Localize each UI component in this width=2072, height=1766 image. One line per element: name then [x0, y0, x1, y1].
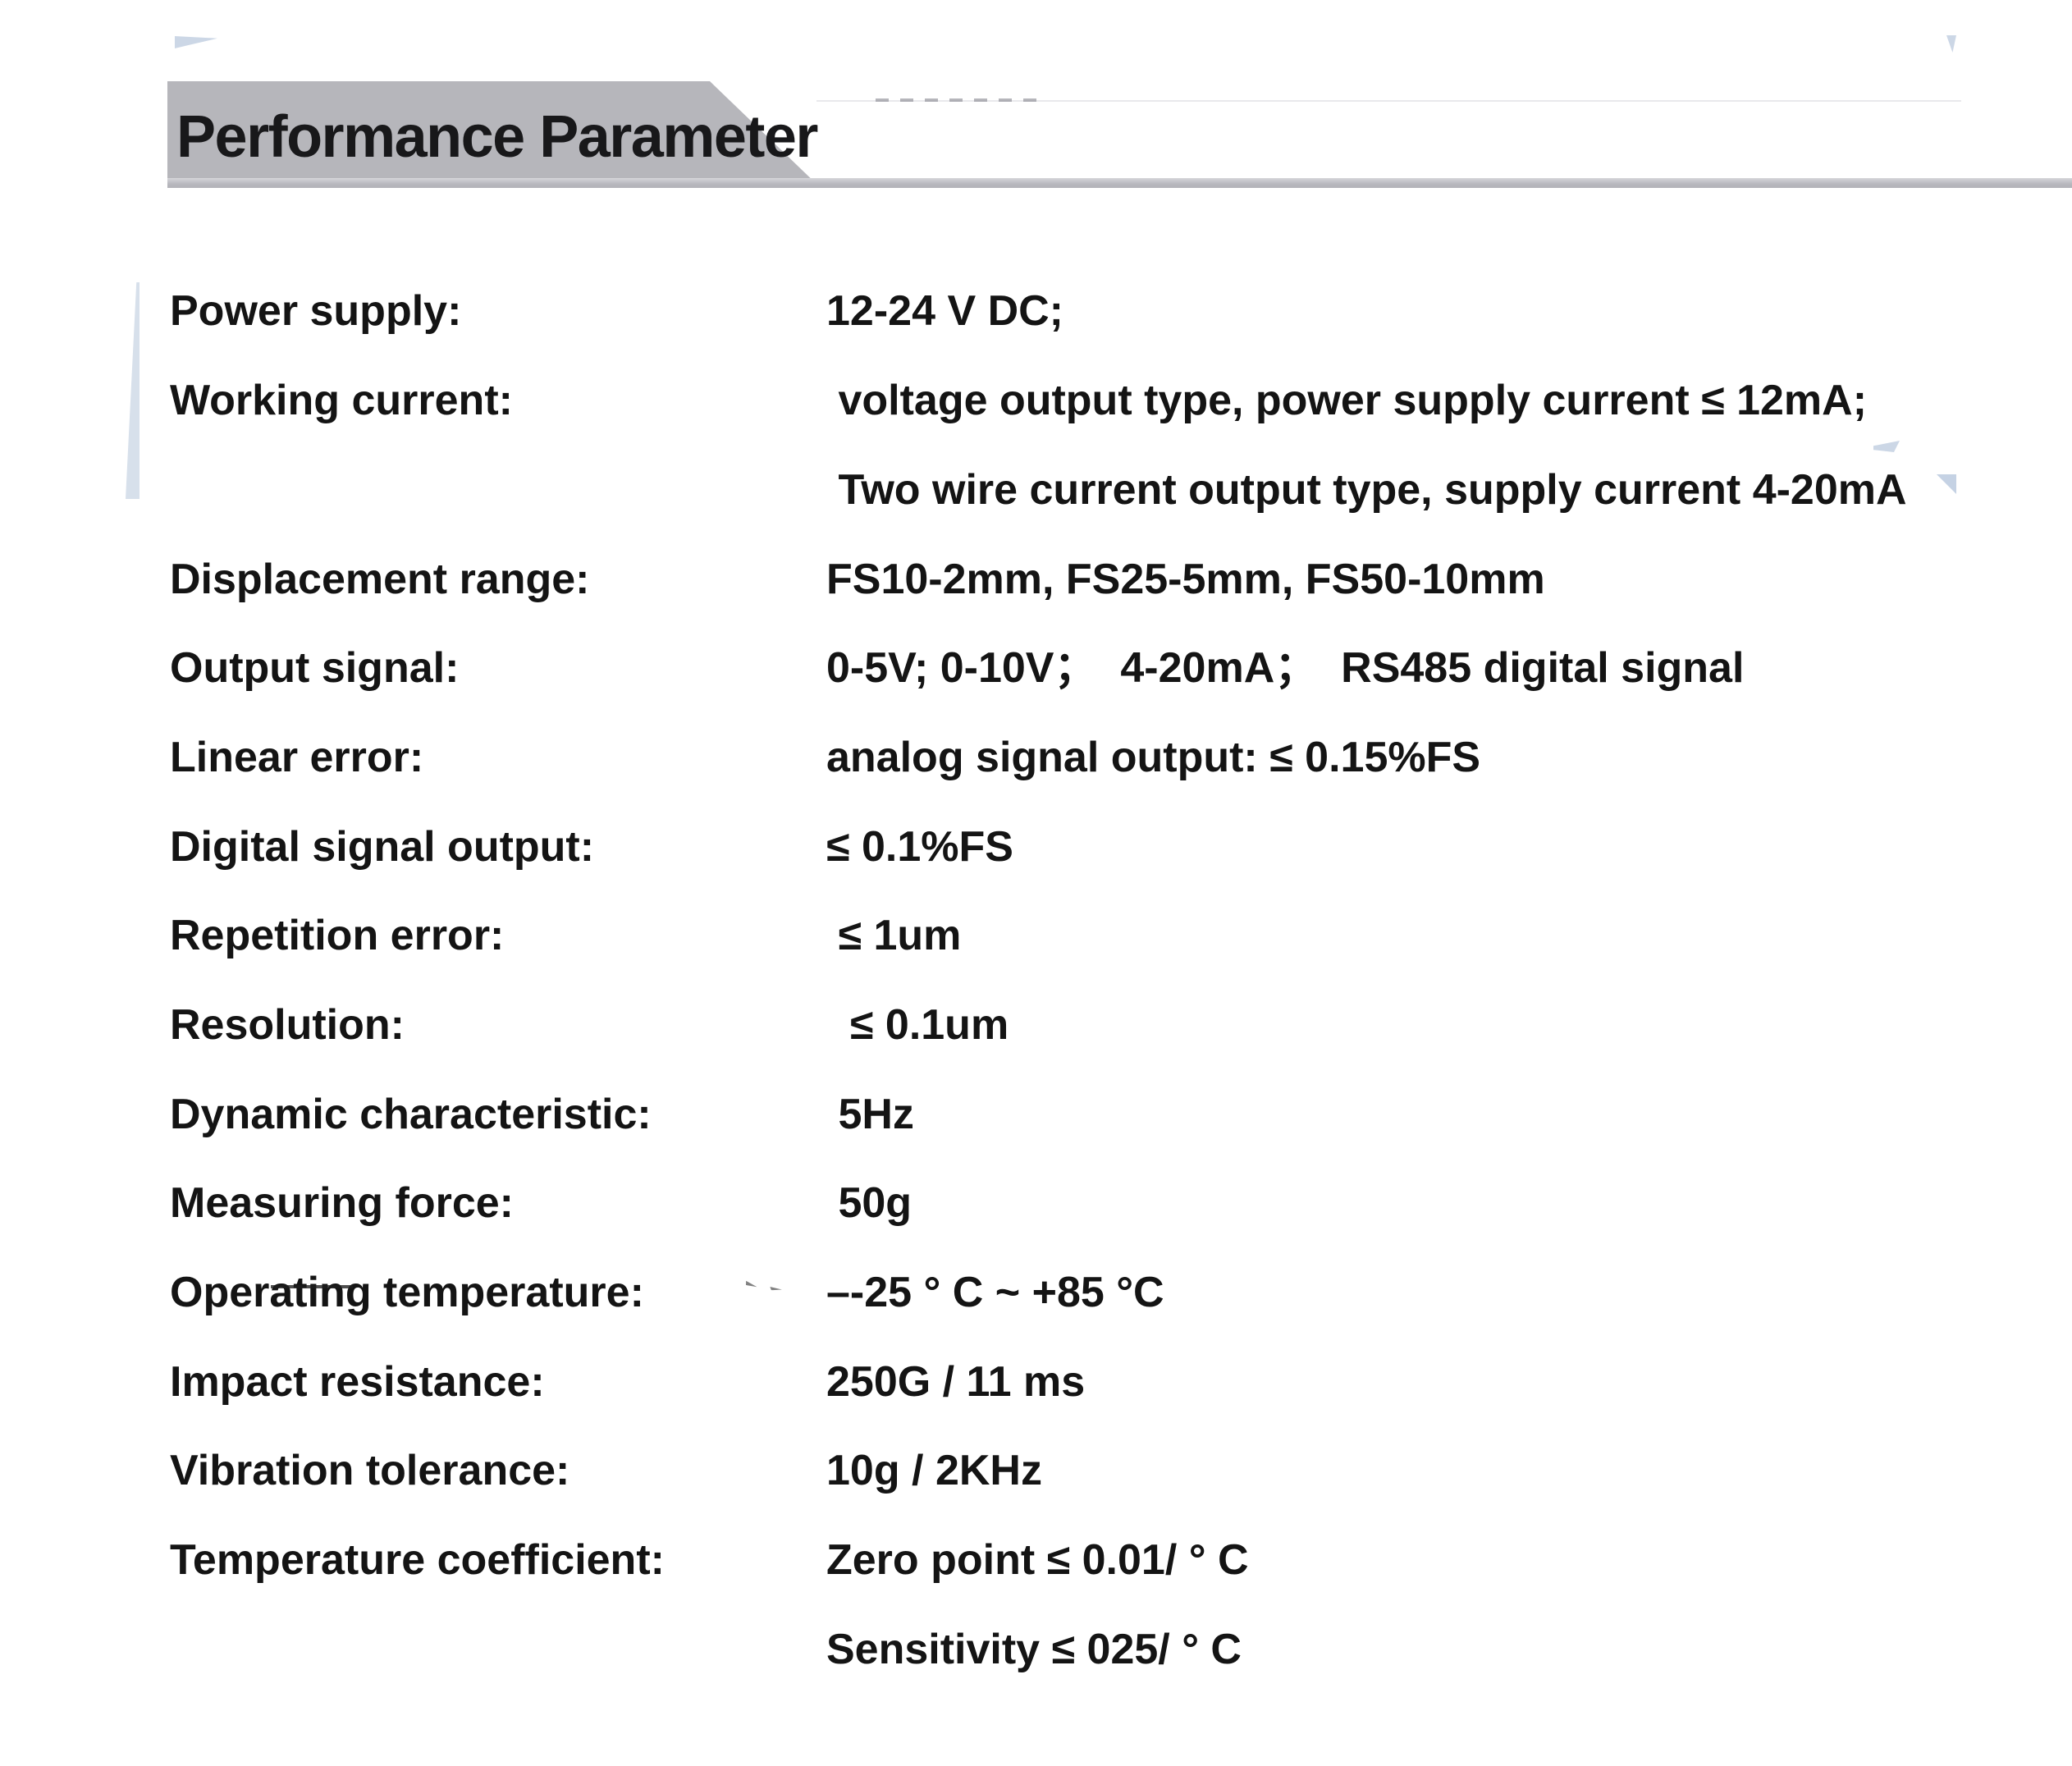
table-row: Dynamic characteristic: 5Hz — [170, 1070, 2024, 1160]
param-value: voltage output type, power supply curren… — [826, 377, 1868, 425]
faint-scan-line — [816, 100, 1961, 102]
param-value: Two wire current output type, supply cur… — [826, 465, 1907, 514]
param-value: 12-24 V DC; — [826, 287, 1063, 336]
param-label: Vibration tolerance: — [170, 1447, 570, 1495]
table-row: Sensitivity ≤ 025/ ° C — [170, 1605, 2024, 1695]
param-value: 250G / 11 ms — [826, 1357, 1086, 1406]
table-row: Displacement range: FS10-2mm, FS25-5mm, … — [170, 535, 2024, 625]
param-label: Impact resistance: — [170, 1357, 545, 1406]
param-value: –-25 ° C ~ +85 °C — [826, 1269, 1164, 1316]
table-row: Resolution: ≤ 0.1um — [170, 981, 2024, 1071]
param-label: Working current: — [170, 377, 513, 425]
param-value: FS10-2mm, FS25-5mm, FS50-10mm — [826, 555, 1545, 603]
section-header-banner — [167, 81, 820, 187]
table-row: Temperature coefficient: Zero point ≤ 0.… — [170, 1517, 2024, 1606]
parameter-table: Power supply: 12-24 V DC; Working curren… — [170, 268, 2024, 1695]
table-row: Impact resistance: 250G / 11 ms — [170, 1338, 2024, 1427]
param-label: Displacement range: — [170, 555, 590, 603]
page-title: Performance Parameter — [176, 104, 818, 170]
table-row: Working current: voltage output type, po… — [170, 357, 2024, 446]
top-left-wedge-artifact — [175, 36, 217, 48]
param-label: Resolution: — [170, 1000, 405, 1049]
table-row: Two wire current output type, supply cur… — [170, 446, 2024, 535]
table-row: Measuring force: 50g — [170, 1160, 2024, 1249]
table-row: Operating temperature: –-25 ° C ~ +85 °C — [170, 1249, 2024, 1338]
param-label: Digital signal output: — [170, 822, 595, 871]
param-label: Linear error: — [170, 733, 424, 781]
param-value: 10g / 2KHz — [826, 1447, 1042, 1495]
table-row: Vibration tolerance: 10g / 2KHz — [170, 1427, 2024, 1517]
strikethrough-artifact — [271, 1285, 353, 1288]
param-label: Operating temperature: — [170, 1269, 644, 1316]
param-label: Power supply: — [170, 287, 462, 336]
top-right-sliver-artifact — [1946, 35, 1956, 53]
param-value: 5Hz — [826, 1090, 914, 1138]
param-value: Zero point ≤ 0.01/ ° C — [826, 1536, 1249, 1585]
param-label: Temperature coefficient: — [170, 1536, 665, 1585]
param-value: ≤ 0.1um — [826, 1000, 1009, 1049]
param-label: Output signal: — [170, 644, 460, 693]
table-row: Output signal: 0-5V; 0-10V； 4-20mA； RS48… — [170, 625, 2024, 714]
table-row: Repetition error: ≤ 1um — [170, 892, 2024, 981]
table-row: Power supply: 12-24 V DC; — [170, 268, 2024, 357]
section-header-strip — [167, 178, 2072, 188]
param-value: 0-5V; 0-10V； 4-20mA； RS485 digital signa… — [826, 644, 1745, 693]
param-label: Dynamic characteristic: — [170, 1090, 652, 1138]
param-value: Sensitivity ≤ 025/ ° C — [826, 1625, 1242, 1673]
table-row: Linear error: analog signal output: ≤ 0.… — [170, 713, 2024, 803]
param-label: Repetition error: — [170, 912, 505, 960]
param-value: 50g — [826, 1179, 913, 1228]
param-value: ≤ 1um — [826, 912, 962, 960]
table-row: Digital signal output: ≤ 0.1%FS — [170, 803, 2024, 892]
faint-scan-dashes — [876, 98, 1045, 102]
param-value: analog signal output: ≤ 0.15%FS — [826, 733, 1481, 781]
param-value: ≤ 0.1%FS — [826, 822, 1013, 871]
param-label: Measuring force: — [170, 1179, 514, 1228]
left-stripe-artifact — [126, 282, 140, 499]
